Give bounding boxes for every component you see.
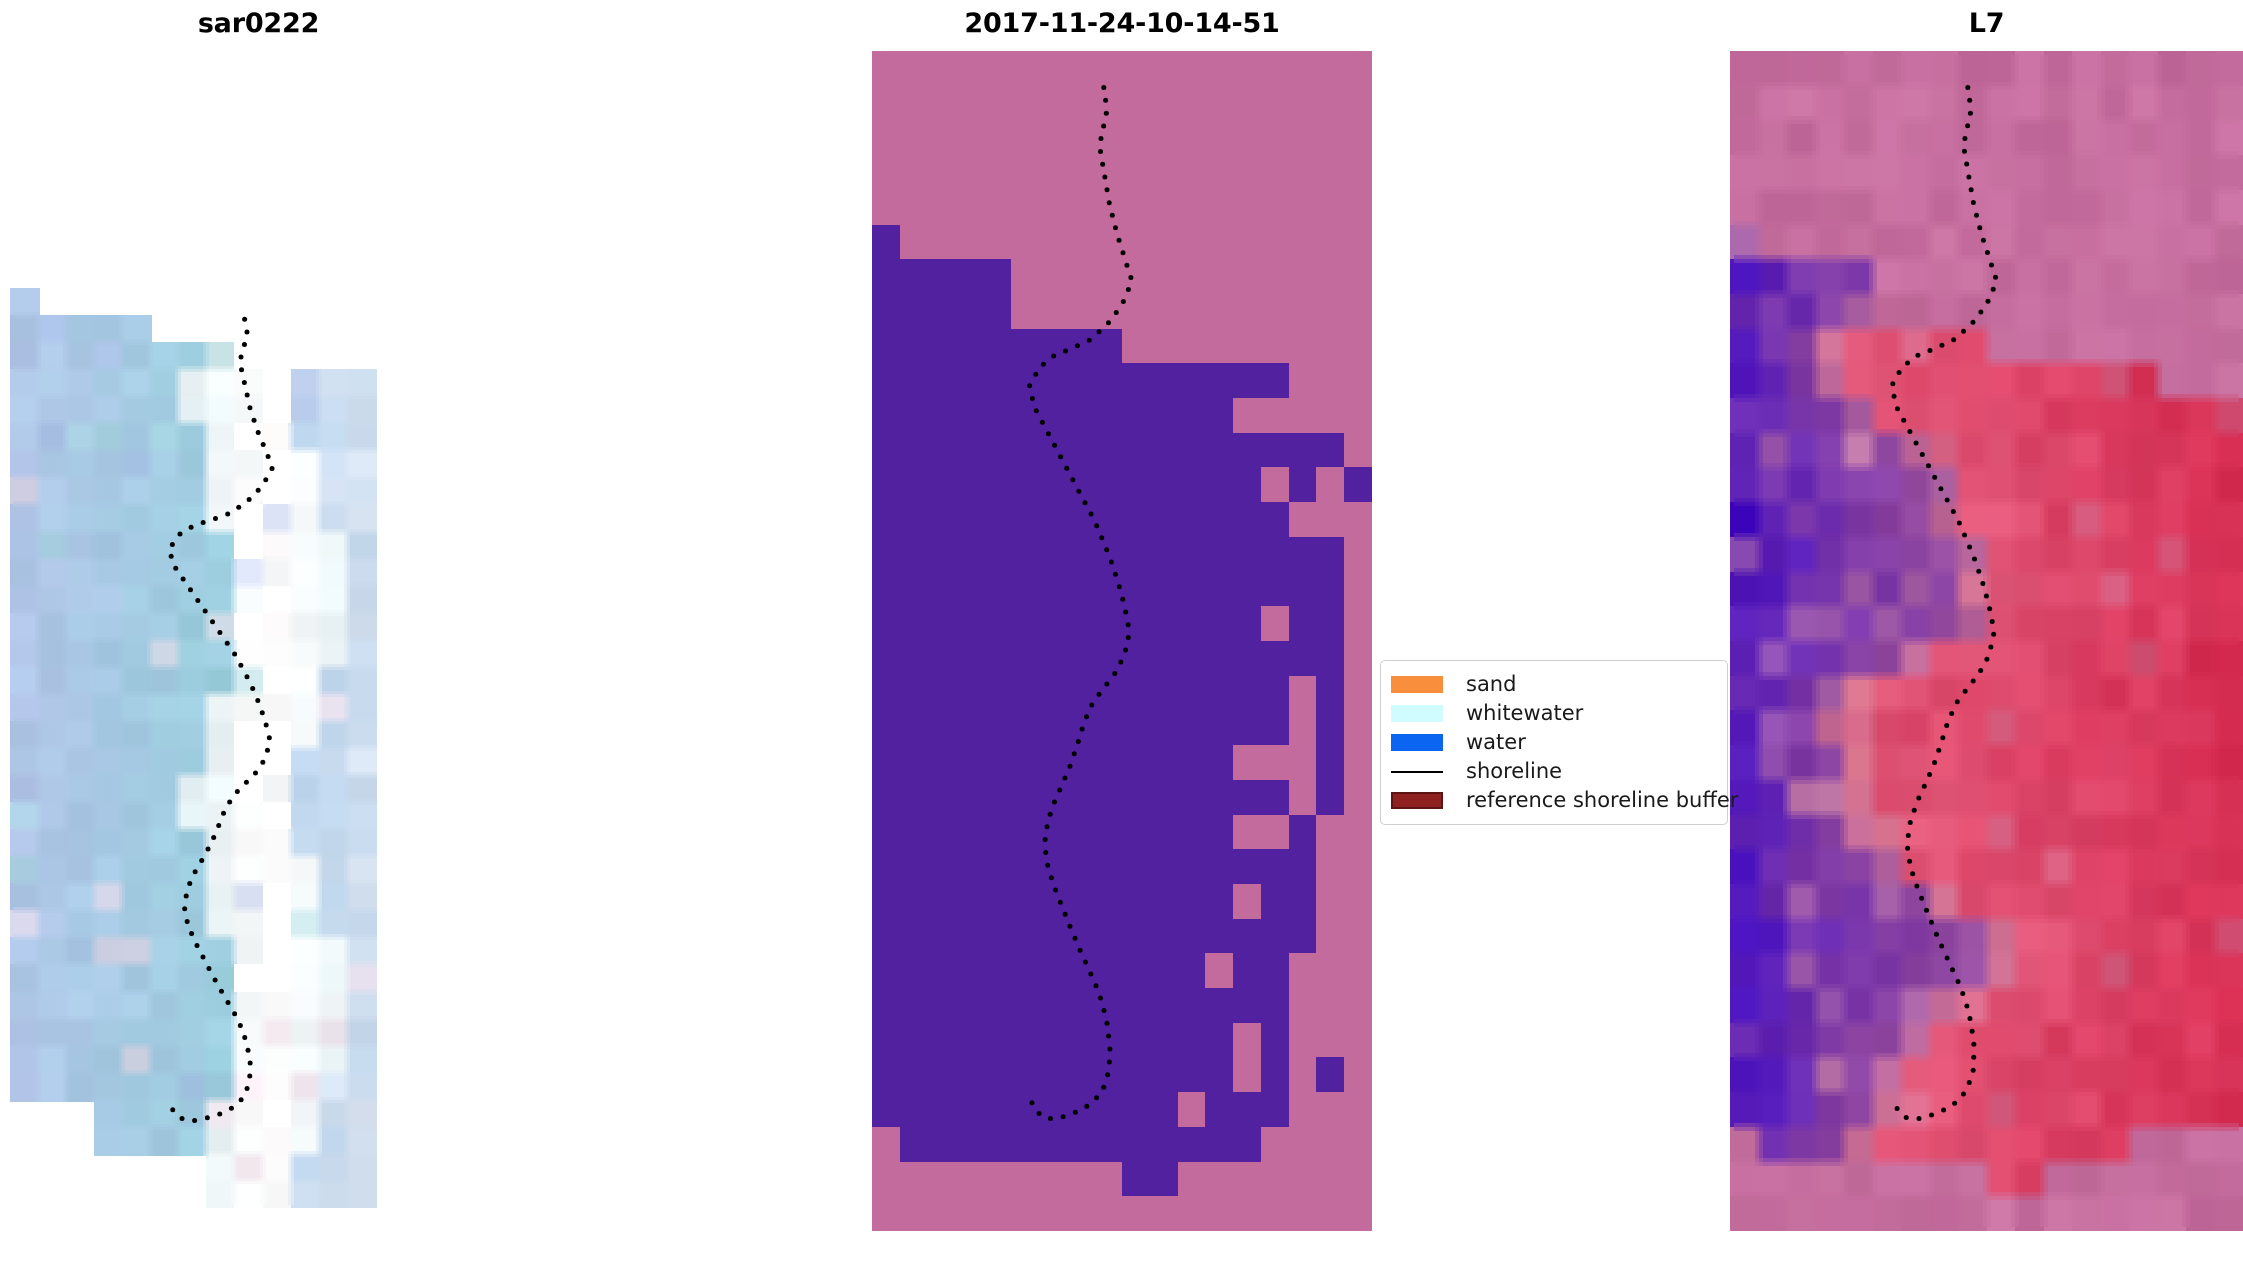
page-title-classification: 2017-11-24-10-14-51: [964, 8, 1280, 39]
l7-composite-image: [1730, 51, 2243, 1231]
legend-item-label: reference shoreline buffer: [1466, 788, 1739, 812]
legend-item-label: shoreline: [1466, 759, 1563, 783]
page-title-l7: L7: [1968, 8, 2005, 39]
legend-item-label: water: [1466, 730, 1526, 754]
sar-composite-image: [10, 288, 515, 1208]
legend-swatch-cell: [1391, 734, 1455, 751]
legend-item-reference-shoreline-buffer: reference shoreline buffer: [1391, 786, 1738, 815]
legend-color-swatch-icon: [1391, 705, 1443, 722]
legend-swatch-cell: [1391, 705, 1455, 722]
legend-swatch-cell: [1391, 792, 1455, 809]
panel-l7: L7: [1730, 0, 2243, 1283]
legend-swatch-cell: [1391, 676, 1455, 693]
sar-raster: [10, 288, 515, 1208]
panel-classification: 2017-11-24-10-14-51: [872, 0, 1372, 1283]
classification-image: [872, 51, 1372, 1231]
legend-line-marker-icon: [1391, 770, 1443, 773]
legend-item-label: whitewater: [1466, 701, 1584, 725]
legend-item-water: water: [1391, 728, 1715, 757]
legend-item-shoreline: shoreline: [1391, 757, 1715, 786]
legend-color-swatch-icon: [1391, 792, 1443, 809]
legend-swatch-cell: [1391, 770, 1455, 773]
legend-item-label: sand: [1466, 672, 1517, 696]
page-title-sar0222: sar0222: [197, 8, 320, 39]
legend-color-swatch-icon: [1391, 734, 1443, 751]
legend-item-sand: sand: [1391, 670, 1715, 699]
legend-item-whitewater: whitewater: [1391, 699, 1715, 728]
legend: sand whitewater water shoreline reference sh…: [1380, 660, 1738, 825]
panel-sar0222: sar0222: [0, 0, 517, 1283]
l7-raster: [1730, 51, 2243, 1231]
legend-color-swatch-icon: [1391, 676, 1443, 693]
classification-raster: [872, 51, 1372, 1231]
